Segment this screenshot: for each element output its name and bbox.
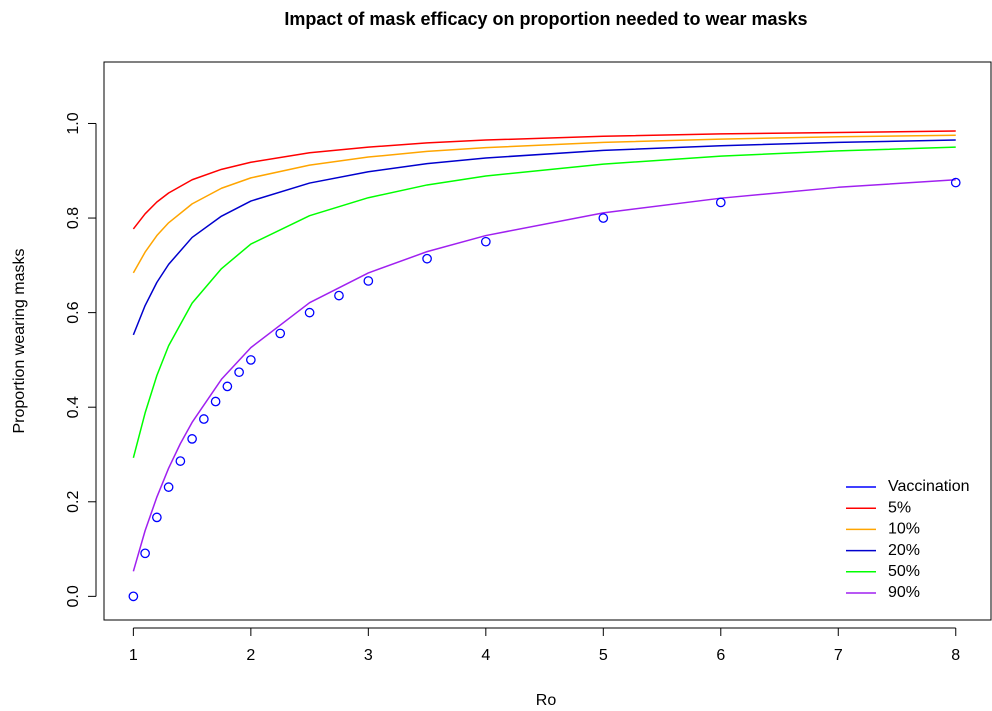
data-point-vaccination <box>715 197 726 208</box>
x-tick-label: 4 <box>481 647 490 664</box>
series-line-10 <box>132 134 956 274</box>
y-tick-label: 0.2 <box>65 491 82 513</box>
data-point-vaccination <box>163 482 174 492</box>
data-point-vaccination <box>152 512 162 523</box>
y-tick-label: 1.0 <box>65 112 82 134</box>
data-point-vaccination <box>222 381 233 392</box>
y-tick-label: 0.0 <box>65 585 82 607</box>
data-point-vaccination <box>175 456 186 466</box>
y-axis-title: Proportion wearing masks <box>11 249 28 434</box>
series-line-5 <box>132 130 956 230</box>
axis-layer: 1 2 3 4 5 6 7 8 0.0 0.2 0.4 0.6 0.8 1.0 <box>65 112 960 664</box>
data-point-vaccination <box>598 213 609 223</box>
plot-frame <box>103 61 992 621</box>
x-tick-label: 7 <box>834 647 843 664</box>
data-point-vaccination <box>363 276 374 286</box>
data-point-vaccination <box>304 307 315 318</box>
data-point-vaccination <box>480 236 491 247</box>
data-point-vaccination <box>140 548 150 559</box>
legend-label: 90% <box>888 584 920 601</box>
x-tick-label: 3 <box>364 647 373 664</box>
data-point-vaccination <box>210 396 221 407</box>
legend-label: 50% <box>888 563 920 580</box>
plot-layer <box>128 130 961 602</box>
x-tick-label: 2 <box>246 647 255 664</box>
series-line-90 <box>132 179 956 572</box>
y-tick-label: 0.6 <box>65 301 82 323</box>
x-tick-label: 6 <box>716 647 725 664</box>
x-tick-label: 1 <box>129 647 138 664</box>
x-axis-title: Ro <box>536 692 557 709</box>
y-tick-label: 0.4 <box>65 396 82 418</box>
data-point-vaccination <box>950 177 961 188</box>
data-point-vaccination <box>128 591 139 602</box>
legend: Vaccination 5% 10% 20% 50% 90% <box>846 478 970 601</box>
data-point-vaccination <box>334 290 344 301</box>
legend-label: Vaccination <box>888 478 970 495</box>
data-point-vaccination <box>275 328 286 339</box>
legend-label: 20% <box>888 542 920 559</box>
data-point-vaccination <box>187 434 197 444</box>
series-line-50 <box>132 146 956 458</box>
chart-title: Impact of mask efficacy on proportion ne… <box>284 9 807 29</box>
legend-label: 5% <box>888 499 911 516</box>
data-point-vaccination <box>246 355 256 365</box>
x-tick-label: 5 <box>599 647 608 664</box>
data-point-vaccination <box>234 367 244 378</box>
data-point-vaccination <box>422 253 432 264</box>
series-line-20 <box>132 139 956 336</box>
legend-label: 10% <box>888 521 920 538</box>
x-tick-label: 8 <box>951 647 960 664</box>
data-point-vaccination <box>199 414 209 424</box>
y-tick-label: 0.8 <box>65 207 82 229</box>
